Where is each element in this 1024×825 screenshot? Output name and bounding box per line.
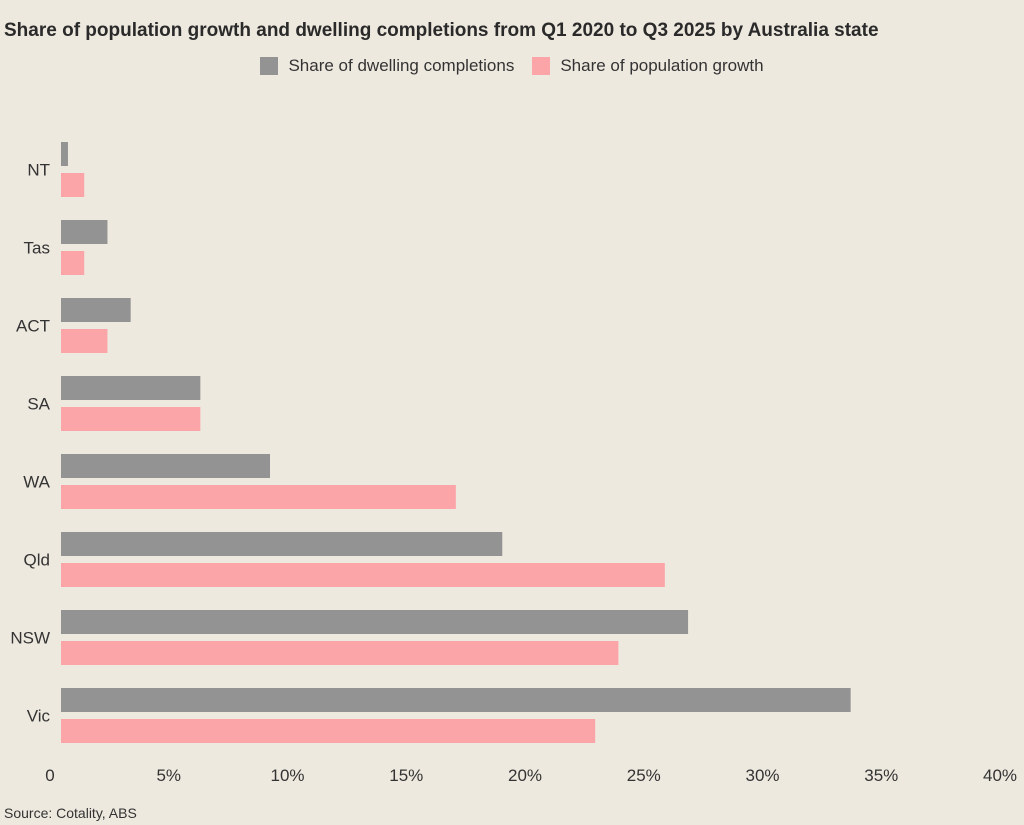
legend-swatch-population-growth [532,57,551,75]
bar-qld-population-growth [61,563,665,587]
category-label-act: ACT [16,317,50,336]
bar-nt-population-growth [61,173,85,197]
bar-sa-dwelling-completions [61,376,201,400]
bar-vic-dwelling-completions [61,688,851,712]
x-tick-label: 20% [508,766,542,785]
source-note: Source: Cotality, ABS [4,805,137,821]
legend-item-dwelling-completions: Share of dwelling completions [260,56,514,76]
bar-act-population-growth [61,329,108,353]
bar-nsw-dwelling-completions [61,610,689,634]
bar-nt-dwelling-completions [61,142,68,166]
legend-swatch-dwelling-completions [260,57,279,75]
category-label-wa: WA [23,473,50,492]
bar-qld-dwelling-completions [61,532,503,556]
legend-item-population-growth: Share of population growth [532,56,764,76]
legend-label-population-growth: Share of population growth [560,56,764,75]
bar-sa-population-growth [61,407,201,431]
category-label-tas: Tas [24,239,50,258]
bar-vic-population-growth [61,719,596,743]
bar-wa-population-growth [61,485,456,509]
category-label-sa: SA [27,395,50,414]
x-tick-label: 5% [156,766,181,785]
category-label-qld: Qld [24,551,50,570]
x-tick-label: 25% [627,766,661,785]
category-label-vic: Vic [27,707,51,726]
bar-nsw-population-growth [61,641,619,665]
bar-tas-dwelling-completions [61,220,108,244]
x-tick-label: 10% [270,766,304,785]
legend-label-dwelling-completions: Share of dwelling completions [288,56,515,75]
x-tick-label: 0 [45,766,54,785]
category-label-nt: NT [27,161,50,180]
category-label-nsw: NSW [10,629,50,648]
chart-title: Share of population growth and dwelling … [4,20,879,41]
bar-tas-population-growth [61,251,85,275]
x-tick-label: 30% [745,766,779,785]
x-tick-label: 15% [389,766,423,785]
bar-wa-dwelling-completions [61,454,271,478]
x-tick-label: 35% [864,766,898,785]
bar-act-dwelling-completions [61,298,131,322]
bar-chart: NT Tas ACT SA WA Qld NSW Vic 0 5% 10% 15% 20% 25% 30% 3… [10,142,1017,785]
x-tick-label: 40% [983,766,1017,785]
chart-legend: Share of dwelling completions Share of p… [0,56,1024,76]
